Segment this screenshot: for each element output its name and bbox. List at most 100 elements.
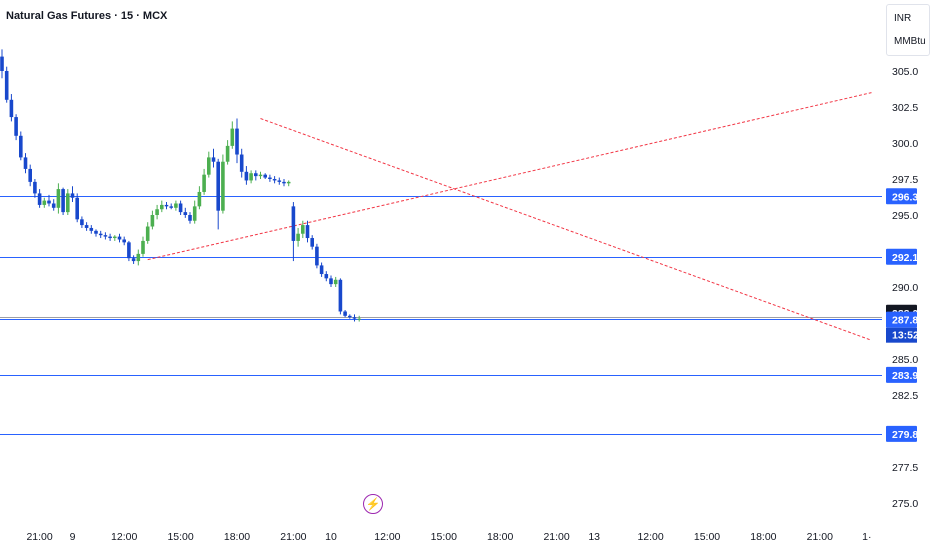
candle-body (61, 189, 65, 213)
price-axis: 305.0 302.5 300.0 297.5 295.0 290.0 285.0 282.5… (892, 66, 918, 510)
price-tick-label: 285.0 (892, 354, 918, 366)
unit-selector[interactable]: INR MMBtu (886, 4, 930, 56)
candle (61, 187, 65, 215)
candle (235, 118, 239, 164)
candle-body (23, 157, 28, 169)
candle-body (183, 212, 188, 215)
candle (14, 114, 18, 141)
time-tick-label: 21:00 (280, 531, 306, 543)
candle-body (221, 161, 225, 211)
candle (239, 148, 244, 178)
current-price-tag: 287.8 (892, 315, 918, 327)
candle-body (216, 161, 220, 211)
time-tick-label: 21:00 (807, 531, 833, 543)
candle-body (56, 189, 61, 208)
candle-body (244, 171, 249, 181)
candle (249, 170, 253, 184)
candle-body (28, 168, 32, 182)
candle-body (239, 154, 244, 172)
candle-body (174, 203, 178, 208)
price-tick-label: 300.0 (892, 138, 918, 150)
candle-body (127, 242, 131, 259)
candle (84, 222, 89, 231)
candle (348, 314, 352, 319)
candle-body (42, 200, 47, 205)
level-tag-bg (886, 248, 917, 265)
time-tick-label: 12:00 (111, 531, 137, 543)
candle-body (282, 181, 286, 184)
candle (141, 236, 145, 257)
time-tick-label: 18:00 (750, 531, 776, 543)
time-tick-label: 15:00 (694, 531, 720, 543)
price-tick-label: 282.5 (892, 390, 918, 402)
trendline (147, 92, 872, 261)
candle (230, 121, 235, 149)
candle (131, 255, 136, 264)
candle-body (145, 226, 150, 241)
candle-body (235, 128, 239, 155)
candle-body (155, 209, 159, 215)
candle-body (164, 204, 169, 207)
candle-body (103, 235, 108, 237)
candle-body (188, 215, 192, 221)
candle (47, 194, 51, 207)
candle (329, 275, 333, 287)
candle-body (94, 230, 98, 234)
candle-body (9, 99, 14, 118)
candle-body (305, 225, 310, 239)
candle-body (122, 239, 126, 243)
flash-icon[interactable]: ⚡ (363, 494, 383, 514)
candle (254, 170, 258, 181)
candle (282, 179, 286, 187)
candle-body (207, 157, 211, 175)
candle (333, 276, 338, 287)
candle-body (66, 193, 70, 213)
candle-body (4, 71, 9, 100)
candle-body (319, 265, 324, 275)
candle-body (113, 236, 117, 239)
candle (188, 212, 192, 224)
candle (296, 227, 300, 247)
candle (263, 173, 267, 179)
candle-body (89, 227, 94, 231)
candle (75, 193, 79, 223)
candle (305, 220, 310, 243)
candle-body (291, 206, 296, 241)
candle-body (333, 279, 338, 285)
candle (310, 235, 314, 250)
candle-body (37, 193, 42, 205)
candle (113, 235, 117, 241)
time-tick-label: 15:00 (167, 531, 193, 543)
candle (192, 200, 197, 224)
candle (56, 183, 61, 214)
candle-body (192, 206, 197, 221)
time-tick-label: 15:00 (431, 531, 457, 543)
price-tick-label: 302.5 (892, 102, 918, 114)
candle (221, 154, 225, 214)
level-tag-bg (886, 188, 917, 205)
candle-body (296, 233, 300, 241)
candle (122, 236, 126, 246)
candle (98, 230, 103, 239)
candle (277, 177, 282, 185)
candle (301, 220, 305, 239)
candlestick-series (0, 49, 361, 322)
candle (103, 232, 108, 240)
countdown-label: 13:52 (892, 330, 919, 342)
candle-body (357, 318, 361, 320)
candle-body (329, 278, 333, 285)
candle-body (348, 315, 352, 318)
candle (291, 202, 296, 262)
level-tag-bg (886, 425, 917, 442)
candle-body (178, 203, 183, 213)
candle (0, 49, 4, 79)
candle (272, 176, 277, 184)
candle-body (352, 317, 357, 319)
candle-body (277, 180, 282, 182)
candle (183, 207, 188, 218)
candle-body (254, 173, 258, 177)
candle (244, 166, 249, 185)
candle (9, 94, 14, 122)
